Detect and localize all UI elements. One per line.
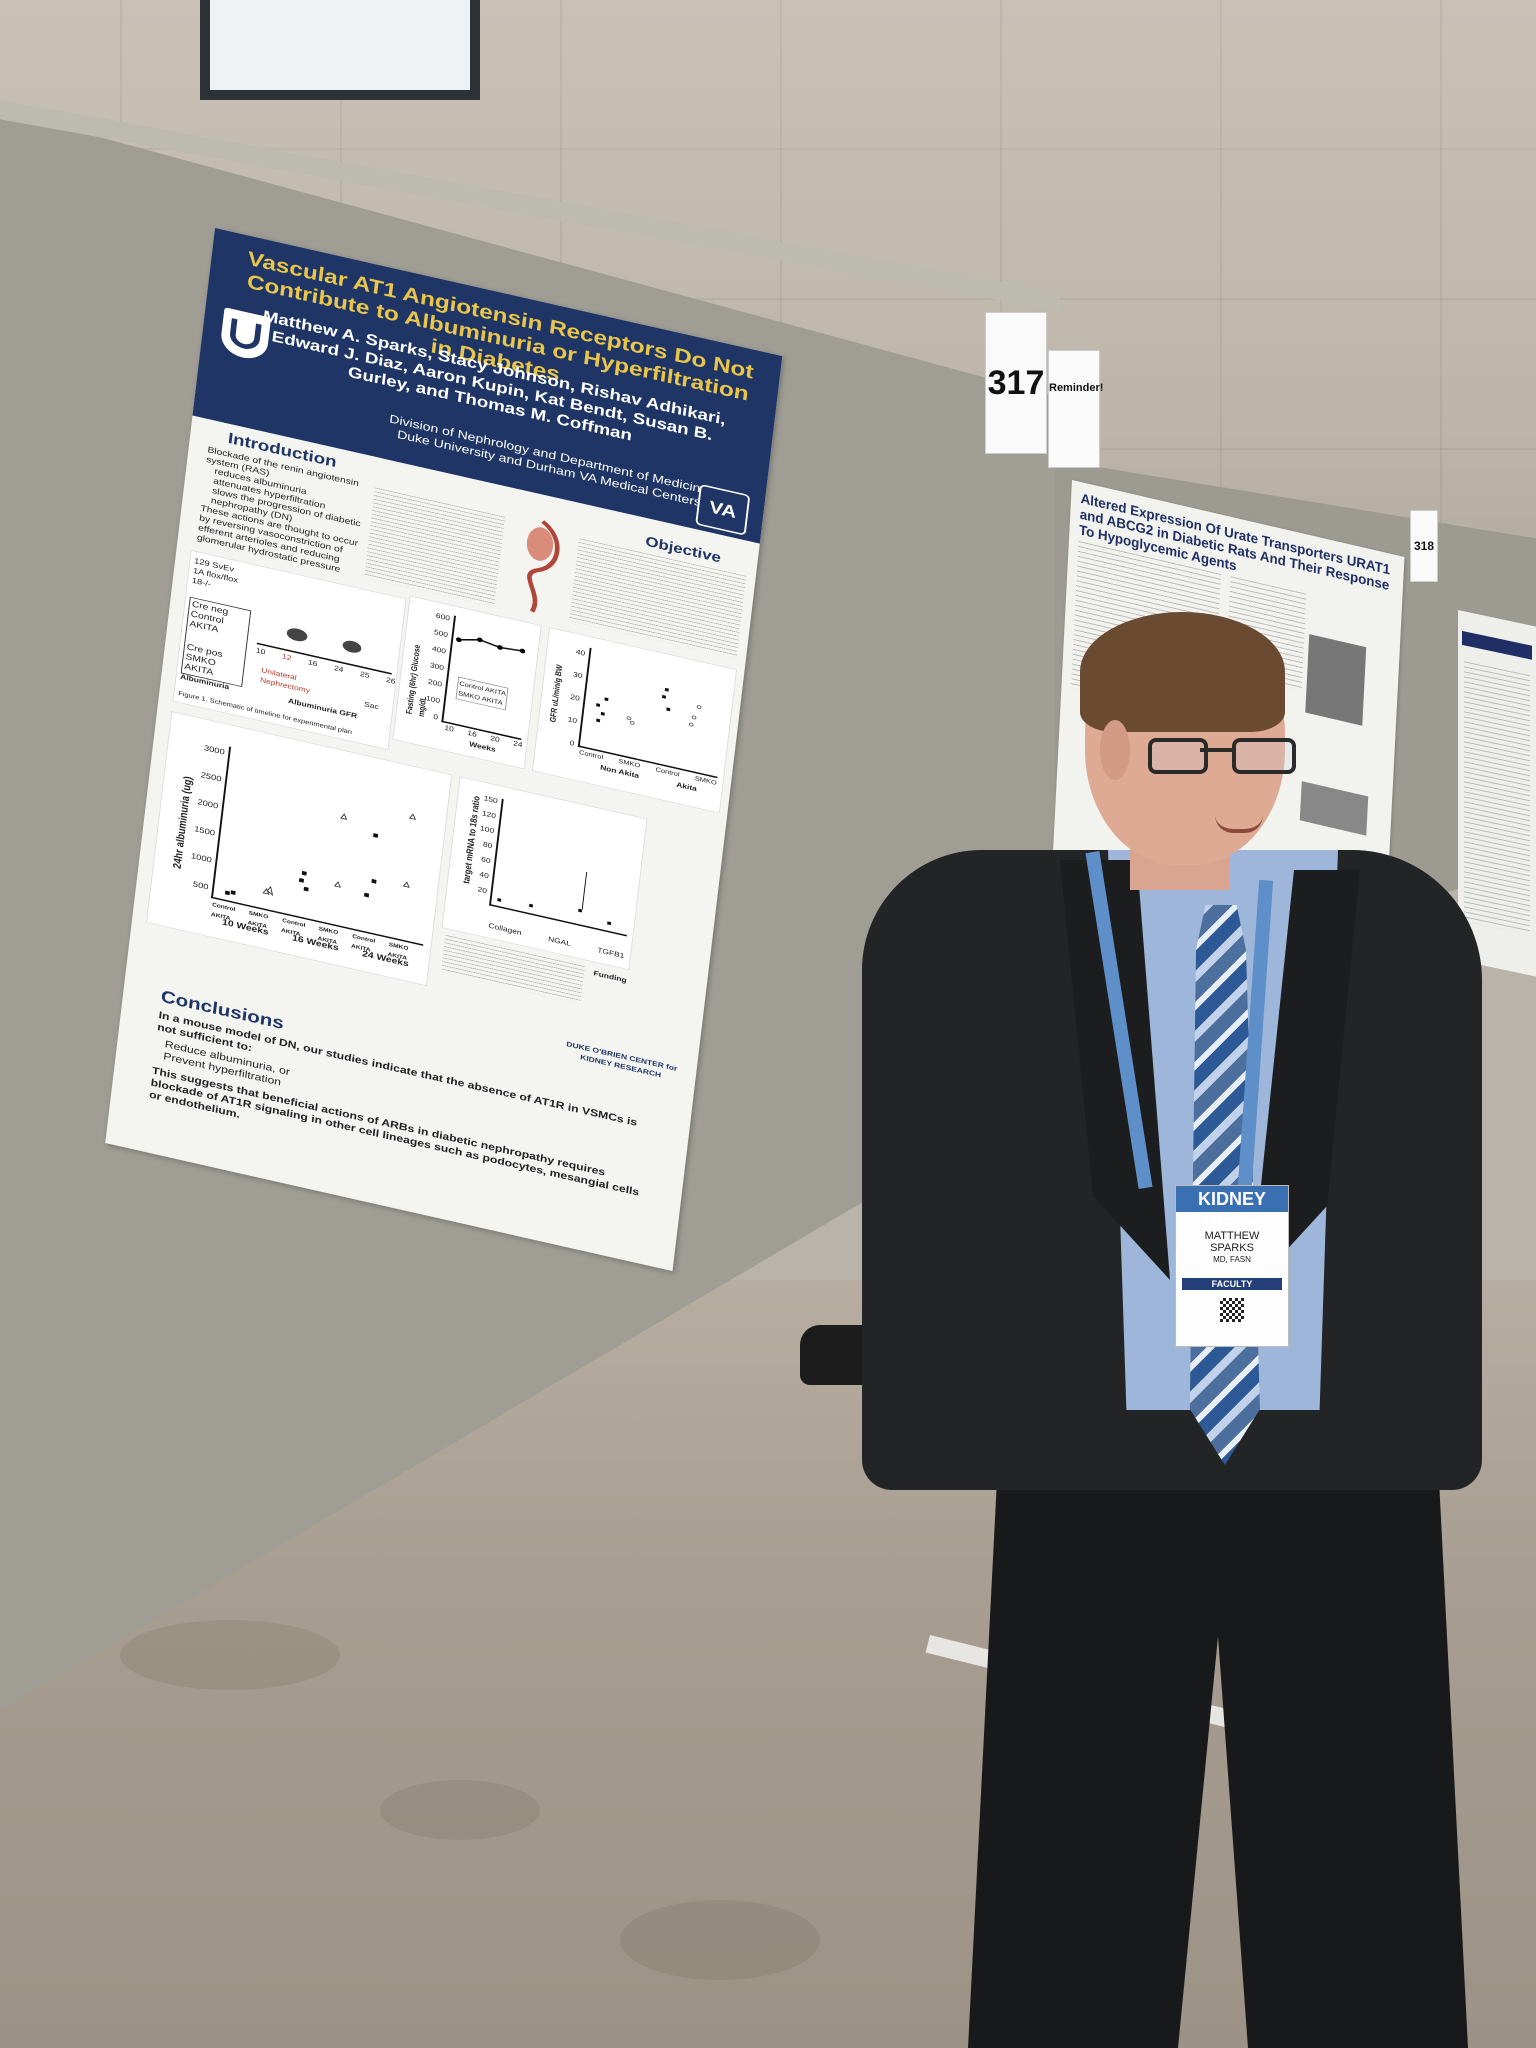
neighbor-board-number-card: 318 [1410, 510, 1438, 582]
kidney-illustration-icon [504, 512, 571, 622]
glasses-lens-right-icon [1232, 738, 1296, 774]
glasses-bridge [1200, 748, 1232, 752]
gfr-points [596, 687, 702, 727]
mrna-axes [489, 798, 640, 937]
badge-attendee-name: MATTHEW SPARKS MD, FASN [1204, 1230, 1260, 1264]
mouse-icon [286, 626, 308, 644]
glucose-series [456, 637, 526, 654]
person-smile [1215, 815, 1263, 833]
far-poster [1458, 610, 1536, 977]
floor-stain [620, 1900, 820, 1980]
name-badge: KIDNEY WEEK MATTHEW SPARKS MD, FASN FACU… [1175, 1185, 1289, 1347]
gfr-axes [577, 647, 730, 779]
gfr-chart: GFR uL/min/g BW 40 30 20 10 0 Control SMKO Con… [531, 627, 738, 814]
person-ear [1100, 720, 1130, 780]
floor-stain [120, 1620, 340, 1690]
albuminuria-axes [211, 746, 442, 946]
glucose-chart: Fasting (6hr) Glucose mg/dL 600 500 400 300… [392, 595, 542, 770]
nephrectomy-label: Unilateral Nephrectomy [259, 666, 311, 695]
glucose-axes [441, 615, 535, 741]
badge-event-name: KIDNEY WEEK [1176, 1186, 1288, 1235]
person-hair [1080, 612, 1285, 732]
far-poster-title-bar [1462, 630, 1532, 660]
neighbor-poster-figure [1305, 634, 1367, 726]
badge-qr-code [1220, 1298, 1244, 1322]
duke-shield-icon [219, 307, 272, 363]
albuminuria-chart: 24hr albuminuria (ug) 3000 2500 2000 1500 10… [145, 711, 453, 987]
mrna-chart: target mRNA to 18s ratio 150 120 100 80 60 40… [441, 776, 648, 971]
intro-text-column [364, 487, 506, 607]
far-poster-text-block [1464, 661, 1530, 936]
ceiling-window [200, 0, 480, 100]
albuminuria-points [224, 813, 417, 898]
glasses-lens-left-icon [1148, 738, 1208, 774]
mrna-points [497, 871, 612, 926]
va-logo-icon: VA [695, 483, 751, 536]
mouse-icon [341, 639, 362, 655]
neighbor-poster-figure [1299, 781, 1369, 836]
funding-heading: Funding [593, 969, 628, 985]
reminder-card: Reminder! [1048, 350, 1103, 468]
poster-header: Vascular AT1 Angiotensin Receptors Do No… [192, 228, 783, 544]
timeline-label-sac: Sac [363, 700, 380, 711]
main-poster: Vascular AT1 Angiotensin Receptors Do No… [105, 228, 783, 1272]
strain-label: 129 SvEv 1A flox/flox 18-/- [191, 556, 239, 590]
board-number-card: 317 [985, 312, 1047, 454]
floor-stain [380, 1780, 540, 1840]
sponsor-logo: DUKE O'BRIEN CENTER for KIDNEY RESEARCH [566, 1040, 678, 1079]
badge-role: FACULTY [1182, 1278, 1282, 1290]
